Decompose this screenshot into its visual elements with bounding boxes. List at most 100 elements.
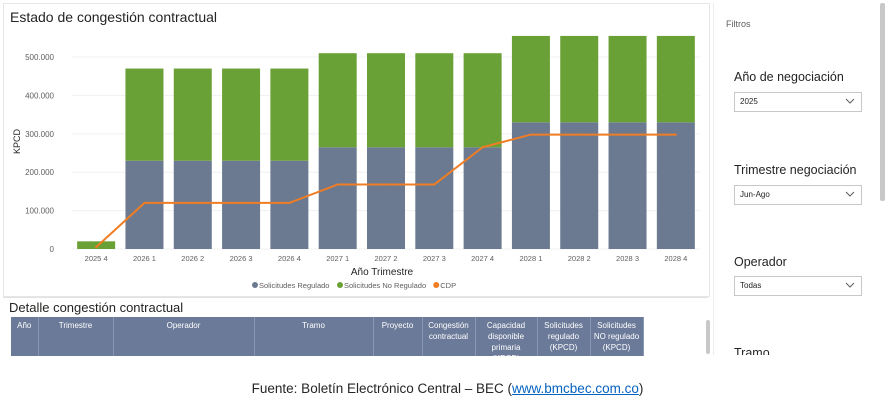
detail-table: Año Trimestre Operador Tramo Proyecto Congest… <box>11 317 644 356</box>
table-header-text: (KPCD) <box>549 343 578 352</box>
bar-no-regulado[interactable] <box>415 53 454 148</box>
table-header-text: regulado <box>547 332 580 341</box>
table-header-text: (KPCD) <box>602 343 631 352</box>
legend-swatch <box>433 282 440 288</box>
x-tick-label: 2027 1 <box>326 254 349 263</box>
y-axis-label: KPCD <box>12 129 22 155</box>
cdp-point[interactable] <box>240 201 243 204</box>
table-header-cell[interactable]: Año <box>11 317 39 356</box>
x-tick-label: 2026 4 <box>278 254 301 263</box>
chevron-down-icon <box>845 98 855 104</box>
bar-regulado[interactable] <box>560 122 599 249</box>
source-caption: Fuente: Boletín Electrónico Central – BE… <box>0 381 895 396</box>
table-header-cell[interactable]: Congestión contractual <box>422 317 476 356</box>
bar-no-regulado[interactable] <box>77 241 116 249</box>
table-header-text: Capacidad <box>486 321 526 330</box>
chart-panel: 0 100.000 200.000 300.000 400.000 500.000 KPCD… <box>3 3 710 297</box>
cdp-point[interactable] <box>385 183 387 186</box>
bar-no-regulado[interactable] <box>222 68 261 161</box>
cdp-point[interactable] <box>481 146 484 149</box>
cdp-point[interactable] <box>578 133 581 136</box>
cdp-point[interactable] <box>191 201 194 204</box>
bar-no-regulado[interactable] <box>270 68 309 161</box>
quarter-dropdown[interactable]: Jun-Ago <box>734 185 862 205</box>
source-link[interactable]: www.bmcbec.com.co <box>512 381 639 396</box>
bar-regulado[interactable] <box>656 122 695 249</box>
x-tick-label: 2026 3 <box>230 254 253 263</box>
bar-regulado[interactable] <box>608 122 647 249</box>
bar-regulado[interactable] <box>367 147 405 249</box>
year-dropdown[interactable]: 2025 <box>734 92 862 112</box>
table-title: Detalle congestión contractual <box>9 300 184 315</box>
filters-scrollbar[interactable] <box>880 3 885 201</box>
cdp-point[interactable] <box>143 201 146 204</box>
cdp-point[interactable] <box>95 246 98 249</box>
cdp-point[interactable] <box>529 133 532 136</box>
table-header-text: Año <box>17 321 32 330</box>
table-header-text: disponible <box>487 332 525 341</box>
bar-no-regulado[interactable] <box>318 53 357 148</box>
table-header-cell[interactable]: Solicitudes NO regulado (KPCD) <box>590 317 644 356</box>
bar-no-regulado[interactable] <box>463 53 502 148</box>
y-tick-label: 100.000 <box>25 207 54 216</box>
legend-label: CDP <box>440 281 456 290</box>
cdp-point[interactable] <box>336 183 339 186</box>
table-header-cell[interactable]: Solicitudes regulado (KPCD) <box>537 317 591 356</box>
table-header-text: contractual <box>428 332 469 341</box>
table-header-text: Operador <box>166 321 201 330</box>
chevron-down-icon <box>845 282 855 288</box>
bar-regulado[interactable] <box>318 147 357 249</box>
x-axis-label: Año Trimestre <box>351 267 414 278</box>
bar-regulado[interactable] <box>511 122 550 249</box>
chevron-down-icon <box>845 191 855 197</box>
quarter-dropdown-value: Jun-Ago <box>740 190 770 199</box>
cdp-point[interactable] <box>288 201 291 204</box>
legend-swatch <box>337 282 343 288</box>
table-header-text: primaria (KPCD) <box>491 343 521 356</box>
table-header-text: Solicitudes <box>544 321 583 330</box>
bar-regulado[interactable] <box>173 160 212 249</box>
x-tick-label: 2028 1 <box>519 254 542 263</box>
bar-no-regulado[interactable] <box>511 35 550 123</box>
y-tick-label: 500.000 <box>25 53 54 62</box>
y-tick-label: 300.000 <box>25 130 54 139</box>
source-prefix: Fuente: Boletín Electrónico Central – BE… <box>251 381 513 396</box>
table-header-text: Congestión <box>428 321 469 330</box>
x-tick-label: 2028 3 <box>616 254 639 263</box>
filter-title-operator: Operador <box>734 255 787 269</box>
legend-label: Solicitudes Regulado <box>259 281 329 290</box>
table-header-text: Solicitudes <box>597 321 636 330</box>
cdp-point[interactable] <box>626 133 629 136</box>
table-header-cell[interactable]: Tramo <box>254 317 374 356</box>
table-header-cell[interactable]: Trimestre <box>38 317 114 356</box>
y-tick-label: 400.000 <box>25 91 54 100</box>
table-header-cell[interactable]: Operador <box>113 317 255 356</box>
table-scrollbar[interactable] <box>706 320 710 354</box>
cdp-point[interactable] <box>433 183 436 186</box>
bar-no-regulado[interactable] <box>560 35 599 123</box>
bar-regulado[interactable] <box>222 160 261 249</box>
bar-regulado[interactable] <box>125 160 164 249</box>
filters-panel: Filtros Año de negociación 2025 Trimestr… <box>713 3 886 355</box>
stacked-bar-chart: 0 100.000 200.000 300.000 400.000 500.000 KPCD… <box>12 35 700 290</box>
bar-regulado[interactable] <box>270 160 309 249</box>
bar-no-regulado[interactable] <box>125 68 164 161</box>
bar-no-regulado[interactable] <box>173 68 212 161</box>
legend-swatch <box>252 282 258 288</box>
table-header-text: NO regulado <box>593 332 640 341</box>
operator-dropdown[interactable]: Todas <box>734 276 862 296</box>
x-tick-label: 2027 4 <box>471 254 494 263</box>
bar-no-regulado[interactable] <box>367 53 405 148</box>
bar-regulado[interactable] <box>415 147 454 249</box>
table-header-cell[interactable]: Proyecto <box>373 317 423 356</box>
x-tick-label: 2025 4 <box>85 254 108 263</box>
bar-no-regulado[interactable] <box>656 35 695 123</box>
bar-no-regulado[interactable] <box>608 35 647 123</box>
filter-title-tramo: Tramo <box>734 346 770 355</box>
table-header-cell[interactable]: Capacidad disponible primaria (KPCD) <box>475 317 538 356</box>
cdp-point[interactable] <box>674 133 677 136</box>
table-header-text: Trimestre <box>58 321 93 330</box>
source-suffix: ) <box>638 381 644 396</box>
x-tick-label: 2028 4 <box>664 254 687 263</box>
bar-regulado[interactable] <box>463 147 502 249</box>
